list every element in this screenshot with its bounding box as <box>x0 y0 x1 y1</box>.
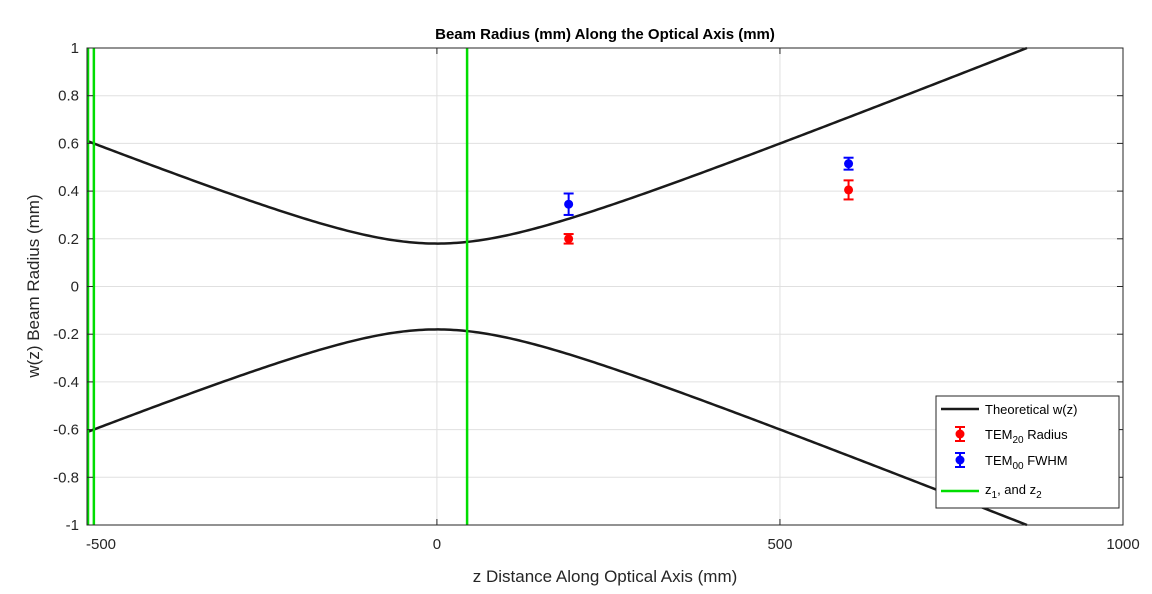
data-point <box>955 455 965 465</box>
y-axis-label: w(z) Beam Radius (mm) <box>24 194 43 378</box>
legend-swatch-tem20 <box>955 426 965 442</box>
legend-marker-tem00 <box>955 452 965 468</box>
y-tick-label: 0.8 <box>58 88 79 105</box>
legend-label-theoretical: Theoretical w(z) <box>985 402 1077 417</box>
y-tick-label: -0.8 <box>53 469 79 486</box>
y-tick-label: 0 <box>71 279 79 296</box>
tem20-point <box>563 233 574 245</box>
legend-label-tem00: TEM00 FWHM <box>985 453 1068 472</box>
x-tick-label: -500 <box>86 536 116 553</box>
y-tick-label: 0.6 <box>58 135 79 152</box>
data-point <box>844 185 854 195</box>
legend-swatch-tem00 <box>955 452 965 468</box>
y-tick-label: 0.4 <box>58 183 79 200</box>
tem00-point <box>563 192 574 216</box>
y-tick-label: -0.2 <box>53 326 79 343</box>
data-point <box>564 199 574 209</box>
x-axis-label: z Distance Along Optical Axis (mm) <box>473 567 738 586</box>
y-tick-label: -1 <box>66 517 79 534</box>
data-point <box>955 429 965 439</box>
legend-box <box>935 395 1120 509</box>
data-point <box>564 234 574 244</box>
y-tick-label: -0.6 <box>53 422 79 439</box>
x-tick-label: 1000 <box>1106 536 1139 553</box>
theoretical-curve-upper <box>86 46 1028 245</box>
axis-ticks: -500 0 500 1000 1 0.8 0.6 0.4 0.2 0 -0.2 -0.4 -0.6 -0… <box>53 40 1140 553</box>
y-tick-label: -0.4 <box>53 374 79 391</box>
theoretical-curve-lower <box>86 328 1028 527</box>
data-point <box>844 159 854 169</box>
legend: Theoretical w(z) TEM20 Radius TEM00 FWHM… <box>935 395 1120 509</box>
x-tick-label: 0 <box>433 536 441 553</box>
tem00-point <box>843 156 854 171</box>
y-tick-label: 1 <box>71 40 79 57</box>
legend-label-tem20: TEM20 Radius <box>985 427 1068 446</box>
legend-label-z-lines: z1, and z2 <box>985 482 1042 501</box>
x-tick-label: 500 <box>767 536 792 553</box>
y-tick-label: 0.2 <box>58 231 79 248</box>
legend-marker-tem20 <box>955 426 965 442</box>
tem20-point <box>843 179 854 201</box>
chart-title: Beam Radius (mm) Along the Optical Axis … <box>435 26 775 43</box>
